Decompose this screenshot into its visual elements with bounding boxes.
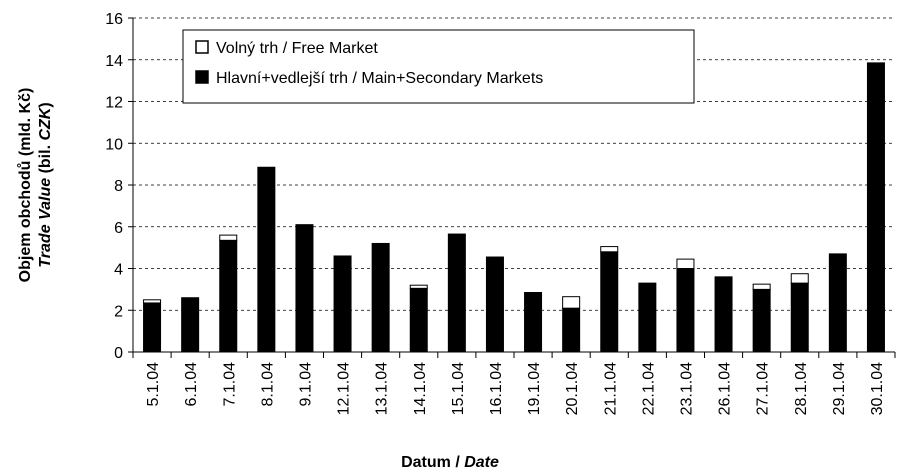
y-label-part: CZK (37, 106, 54, 140)
x-tick-label: 14.1.04 (412, 362, 429, 415)
bar-segment (600, 246, 619, 253)
bar-segment (219, 234, 238, 241)
legend-label: Volný trh / Free Market (216, 40, 378, 57)
x-tick-label: 28.1.04 (793, 362, 810, 415)
x-tick-label: 6.1.04 (183, 362, 200, 407)
bar-segment (676, 258, 695, 270)
x-tick-label: 20.1.04 (564, 362, 581, 415)
y-tick-label: 12 (105, 95, 123, 112)
bar-segment (752, 283, 771, 290)
bar-segment (257, 166, 276, 353)
y-tick-label: 16 (105, 11, 123, 28)
x-tick-label: 7.1.04 (221, 362, 238, 407)
x-tick-label: 19.1.04 (526, 362, 543, 415)
bar-segment (790, 282, 809, 353)
x-label-part: Datum / (401, 454, 464, 471)
y-axis-label: Trade Value (bil. CZK) (37, 102, 54, 267)
bar-segment (714, 276, 733, 353)
y-tick-label: 14 (105, 53, 123, 70)
x-tick-label: 22.1.04 (640, 362, 657, 415)
y-tick-label: 6 (114, 220, 123, 237)
x-tick-label: 8.1.04 (259, 362, 276, 407)
bar-segment (143, 299, 162, 304)
x-tick-label: 15.1.04 (450, 362, 467, 415)
y-tick-label: 8 (114, 178, 123, 195)
x-tick-label: 5.1.04 (145, 362, 162, 407)
bar-segment (219, 239, 238, 353)
y-label-part: (bil. (37, 141, 54, 178)
x-tick-label: 9.1.04 (297, 362, 314, 407)
y-axis-label: Objem obchodů (mld. Kč) (17, 88, 34, 283)
bar-segment (790, 273, 809, 284)
x-tick-label: 23.1.04 (678, 362, 695, 415)
bar-segment (752, 288, 771, 353)
y-tick-label: 2 (114, 303, 123, 320)
x-tick-label: 16.1.04 (488, 362, 505, 415)
bar-segment (143, 302, 162, 353)
x-axis-label: Datum / Date (401, 454, 499, 471)
bar-segment (524, 292, 543, 353)
bar-segment (600, 251, 619, 353)
bar-segment (485, 256, 504, 353)
bar-segment (676, 268, 695, 353)
bar-segment (562, 307, 581, 353)
x-tick-label: 12.1.04 (336, 362, 353, 415)
x-tick-label: 13.1.04 (374, 362, 391, 415)
x-tick-label: 30.1.04 (869, 362, 886, 415)
legend-label: Hlavní+vedlejší trh / Main+Secondary Mar… (216, 70, 543, 87)
y-label-part: Trade Value (37, 178, 54, 268)
legend-swatch (195, 40, 209, 54)
bar-segment (333, 255, 352, 353)
x-tick-label: 21.1.04 (602, 362, 619, 415)
bar-segment (562, 296, 581, 309)
legend-box (182, 29, 695, 104)
bar-segment (638, 282, 657, 353)
x-tick-label: 29.1.04 (831, 362, 848, 415)
bar-segment (181, 297, 200, 353)
bar-segment (371, 242, 390, 353)
x-label-part: Date (464, 454, 499, 471)
bar-segment (828, 253, 847, 353)
y-tick-label: 0 (114, 345, 123, 362)
x-tick-label: 26.1.04 (717, 362, 734, 415)
legend-swatch (195, 70, 209, 84)
y-tick-label: 4 (114, 262, 123, 279)
y-tick-label: 10 (105, 136, 123, 153)
bar-segment (409, 284, 428, 289)
x-tick-label: 27.1.04 (755, 362, 772, 415)
bar-segment (409, 287, 428, 353)
bar-segment (447, 233, 466, 353)
bar-segment (295, 224, 314, 353)
bar-segment (866, 62, 885, 353)
y-label-part: ) (37, 102, 54, 107)
